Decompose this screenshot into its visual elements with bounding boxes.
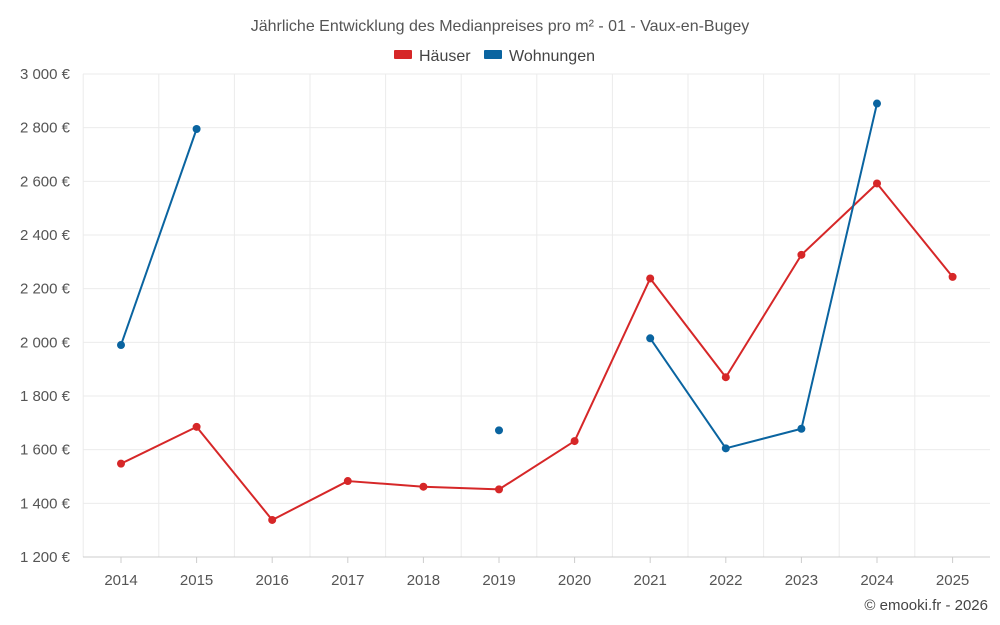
data-point-haeuser — [419, 482, 428, 491]
x-tick-label: 2025 — [936, 572, 969, 589]
data-point-wohnungen — [873, 99, 881, 108]
legend-item-haeuser[interactable]: Häuser — [394, 48, 471, 65]
x-tick-label: 2023 — [785, 572, 818, 589]
data-point-haeuser — [646, 274, 655, 283]
x-tick-label: 2014 — [104, 572, 137, 589]
y-tick-label: 1 600 € — [20, 442, 71, 459]
grid-lines — [82, 73, 990, 557]
data-point-wohnungen — [495, 426, 503, 435]
x-tick-label: 2020 — [558, 572, 591, 589]
data-point-haeuser — [797, 250, 806, 259]
legend-item-wohnungen[interactable]: Wohnungen — [484, 48, 595, 65]
data-point-haeuser — [117, 459, 125, 468]
data-point-haeuser — [495, 485, 503, 494]
chart-title: Jährliche Entwicklung des Medianpreises … — [251, 18, 750, 35]
legend-swatch-wohnungen — [484, 50, 502, 59]
data-point-haeuser — [570, 437, 579, 446]
data-point-wohnungen — [192, 125, 201, 134]
data-point-wohnungen — [117, 341, 125, 350]
data-point-haeuser — [343, 477, 352, 486]
data-point-haeuser — [873, 179, 881, 188]
series-line-wohnungen — [649, 103, 878, 450]
legend-label-haeuser: Häuser — [419, 48, 471, 65]
series-line-haeuser — [120, 182, 954, 521]
data-point-wohnungen — [797, 424, 806, 433]
y-tick-label: 2 200 € — [20, 281, 71, 298]
data-point-haeuser — [268, 515, 277, 524]
x-tick-label: 2019 — [482, 572, 515, 589]
series-wohnungen — [117, 99, 881, 453]
data-point-haeuser — [721, 373, 730, 382]
x-tick-label: 2022 — [709, 572, 742, 589]
x-tick-label: 2021 — [634, 572, 667, 589]
data-point-wohnungen — [721, 444, 730, 453]
x-tick-label: 2017 — [331, 572, 364, 589]
y-tick-label: 2 400 € — [20, 227, 71, 244]
legend: Häuser Wohnungen — [394, 48, 595, 65]
series-haeuser — [117, 179, 957, 524]
series-lines — [117, 99, 957, 524]
y-tick-label: 2 600 € — [20, 173, 71, 190]
axes: 1 200 € 1 400 € 1 600 € 1 800 € 2 000 € 2 200… — [20, 66, 990, 589]
x-tick-label: 2024 — [860, 572, 893, 589]
y-tick-label: 1 400 € — [20, 495, 71, 512]
data-point-haeuser — [192, 422, 201, 431]
y-tick-label: 1 200 € — [20, 549, 71, 566]
legend-swatch-haeuser — [394, 50, 412, 59]
y-tick-label: 2 000 € — [20, 334, 71, 351]
credit-text: © emooki.fr - 2026 — [864, 597, 988, 614]
data-point-haeuser — [948, 272, 957, 281]
y-tick-label: 2 800 € — [20, 120, 71, 137]
y-tick-label: 1 800 € — [20, 388, 71, 405]
legend-label-wohnungen: Wohnungen — [509, 48, 595, 65]
x-tick-label: 2016 — [256, 572, 289, 589]
y-tick-label: 3 000 € — [20, 66, 71, 83]
data-point-wohnungen — [646, 334, 655, 343]
series-line-wohnungen — [120, 128, 198, 346]
x-tick-label: 2018 — [407, 572, 440, 589]
x-tick-label: 2015 — [180, 572, 213, 589]
